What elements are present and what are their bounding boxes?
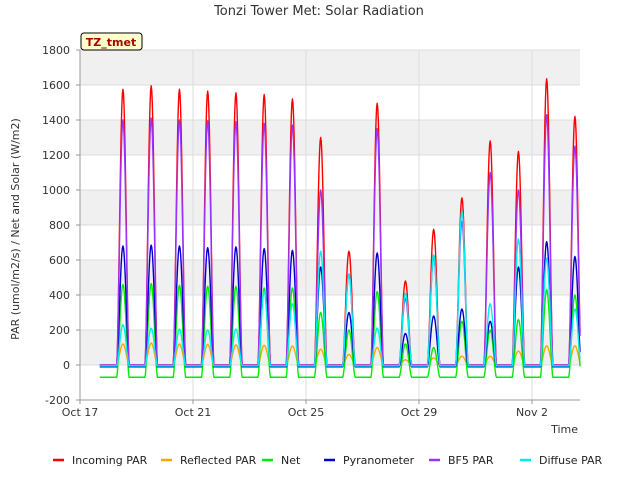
badge-box (80, 32, 143, 51)
plot-band (80, 50, 580, 85)
legend-label-net: Net (281, 454, 301, 467)
y-tick-label: 1800 (42, 44, 70, 57)
legend-label-diffuse: Diffuse PAR (539, 454, 603, 467)
legend-label-bf5: BF5 PAR (448, 454, 494, 467)
badge-label: TZ_tmet (86, 36, 136, 49)
x-tick-label: Nov 2 (516, 406, 548, 419)
y-tick-label: 1200 (42, 149, 70, 162)
x-tick-label: Oct 21 (175, 406, 212, 419)
y-tick-label: 200 (49, 324, 70, 337)
legend-label-pyranometer: Pyranometer (343, 454, 415, 467)
axes (76, 49, 580, 404)
x-tick-labels: Oct 17 Oct 21 Oct 25 Oct 29 Nov 2 (62, 406, 548, 419)
y-tick-labels: -200 0 200 400 600 800 1000 1200 1400 1600 1800 (42, 44, 70, 407)
y-tick-label: 1400 (42, 114, 70, 127)
plot-band (80, 260, 580, 295)
y-tick-label: -200 (45, 394, 70, 407)
x-axis-label: Time (550, 423, 578, 436)
series-line-net (99, 282, 581, 378)
y-tick-label: 400 (49, 289, 70, 302)
series-line-bf5 (99, 114, 581, 366)
plot-band (80, 120, 580, 155)
y-tick-label: 600 (49, 254, 70, 267)
station-badge: TZ_tmet (80, 32, 143, 51)
x-tick-label: Oct 25 (288, 406, 325, 419)
legend-label-incoming: Incoming PAR (72, 454, 148, 467)
x-tick-label: Oct 17 (62, 406, 99, 419)
plot-band (80, 190, 580, 225)
y-tick-label: 800 (49, 219, 70, 232)
y-tick-label: 1000 (42, 184, 70, 197)
series-line-diffuse (99, 210, 581, 367)
y-tick-label: 1600 (42, 79, 70, 92)
x-tick-label: Oct 29 (401, 406, 438, 419)
legend-label-reflected: Reflected PAR (180, 454, 257, 467)
legend: Incoming PAR Reflected PAR Net Pyranometer B… (53, 454, 603, 467)
chart-title: Tonzi Tower Met: Solar Radiation (213, 4, 424, 19)
series-line-pyranometer (99, 240, 581, 368)
y-axis-label: PAR (umol/m2/s) / Net and Solar (W/m2) (9, 118, 22, 340)
y-tick-label: 0 (63, 359, 70, 372)
series-lines (99, 78, 581, 378)
